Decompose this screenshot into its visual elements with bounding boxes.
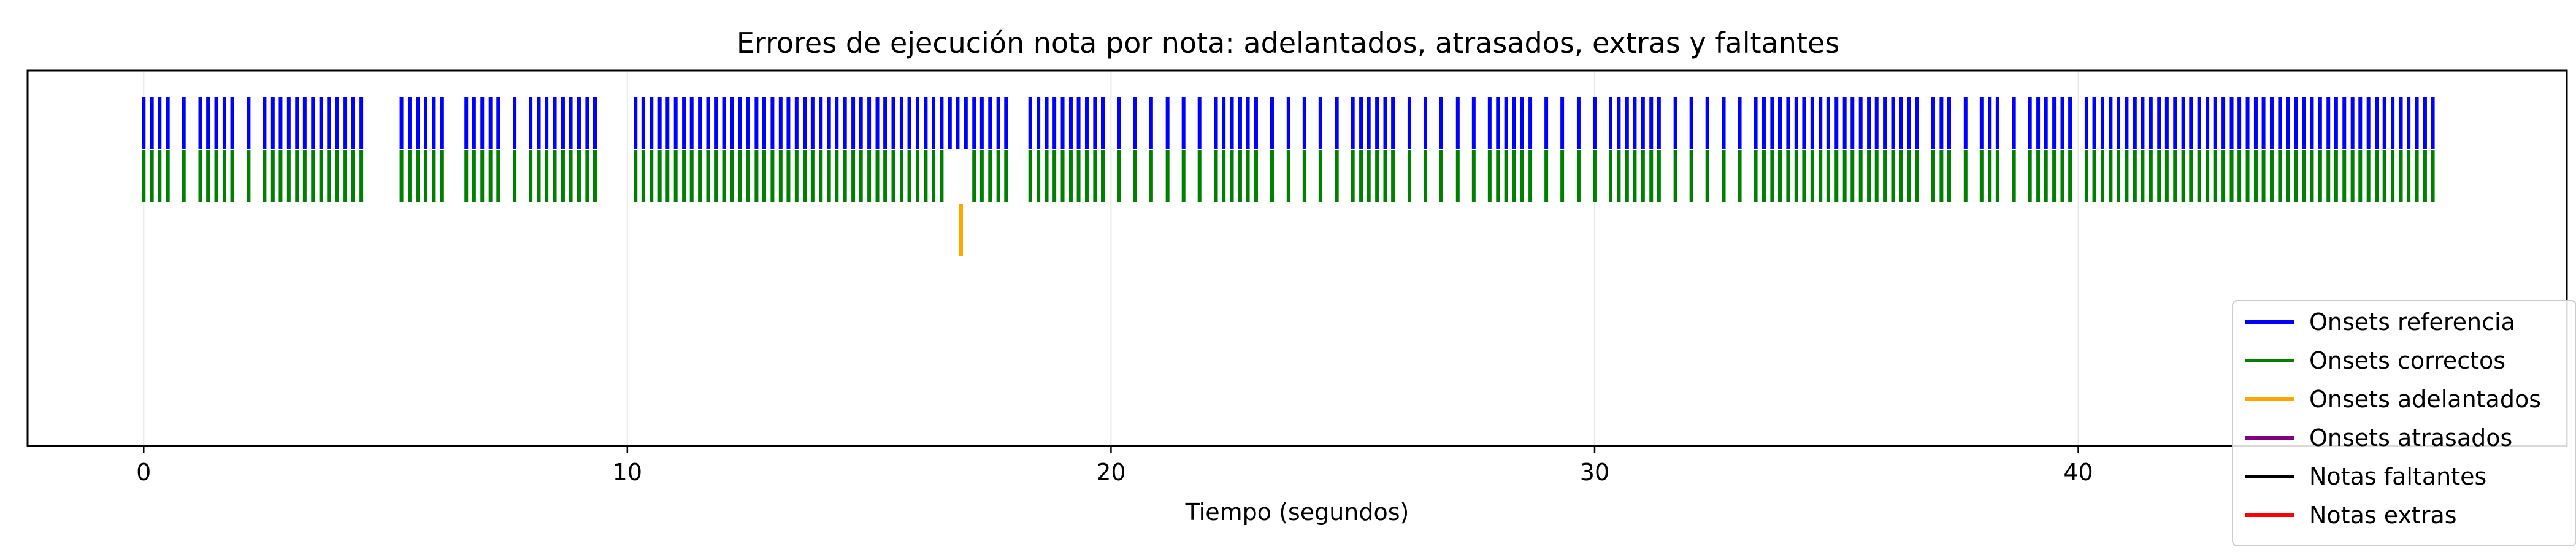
legend-label: Onsets adelantados: [2309, 386, 2541, 413]
x-tick-label: 10: [613, 459, 642, 486]
legend: Onsets referencia Onsets correctos Onsets …: [2232, 300, 2576, 546]
legend-entry: Onsets referencia: [2245, 309, 2515, 335]
legend-entry: Onsets correctos: [2245, 347, 2505, 374]
event-marks: [142, 97, 2435, 256]
x-axis: 0 10 20 30 40: [136, 446, 2093, 486]
x-tick-label: 30: [1580, 459, 1609, 486]
series-1: [142, 150, 2435, 202]
x-tick-label: 0: [136, 459, 151, 486]
x-tick-label: 20: [1096, 459, 1125, 486]
legend-box: [2232, 300, 2576, 546]
series-0: [142, 97, 2435, 149]
x-axis-label: Tiempo (segundos): [1185, 499, 1409, 526]
legend-entry: Notas faltantes: [2245, 463, 2486, 490]
legend-label: Notas extras: [2309, 502, 2457, 529]
legend-label: Onsets atrasados: [2309, 424, 2512, 451]
legend-label: Onsets correctos: [2309, 347, 2505, 374]
legend-entry: Onsets adelantados: [2245, 386, 2541, 413]
plot-frame: [26, 69, 2568, 447]
legend-entry: Notas extras: [2245, 502, 2457, 529]
legend-entry: Onsets atrasados: [2245, 424, 2512, 451]
x-tick-label: 40: [2063, 459, 2093, 486]
chart-title: Errores de ejecución nota por nota: adel…: [737, 26, 1839, 59]
legend-label: Notas faltantes: [2309, 463, 2486, 490]
legend-label: Onsets referencia: [2309, 309, 2515, 335]
